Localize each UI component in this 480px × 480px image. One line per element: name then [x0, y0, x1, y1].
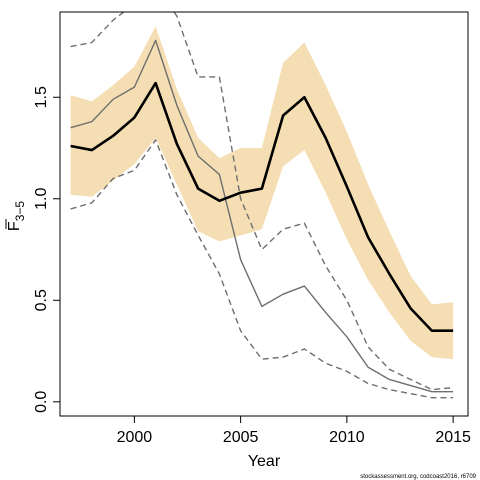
confidence-band-layer	[70, 26, 454, 360]
x-tick-label-2005: 2005	[223, 429, 259, 446]
svg-text:0.0: 0.0	[33, 391, 50, 413]
y-tick-label-1.0: 1.0	[33, 188, 50, 210]
y-axis-title-main: F	[6, 221, 23, 231]
y-tick-label-0.0: 0.0	[33, 391, 50, 413]
x-tick-label-2010: 2010	[329, 429, 365, 446]
confidence-band	[70, 26, 454, 360]
footnote: stockassessment.org, codcoast2016, r6709	[360, 474, 476, 480]
svg-text:F3−5: F3−5	[6, 201, 27, 231]
svg-text:1.0: 1.0	[33, 188, 50, 210]
series-layer	[70, 12, 454, 399]
y-axis-title: F3−5	[5, 201, 27, 231]
y-tick-label-0.5: 0.5	[33, 289, 50, 311]
y-tick-label-1.5: 1.5	[33, 86, 50, 108]
series-line-dashed-2	[70, 12, 454, 391]
series-line-solid-thick-0	[70, 81, 454, 333]
y-axis: 0.0 0.5 1.0 1.5	[33, 86, 61, 413]
x-axis-title: Year	[248, 453, 281, 470]
x-tick-label-2000: 2000	[117, 429, 153, 446]
svg-text:1.5: 1.5	[33, 86, 50, 108]
y-axis-title-subscript: 3−5	[13, 201, 27, 222]
svg-text:0.5: 0.5	[33, 289, 50, 311]
series-line-solid-thin-1	[70, 39, 454, 393]
x-tick-label-2015: 2015	[435, 429, 471, 446]
x-axis: 2000 2005 2010 2015	[117, 415, 471, 446]
